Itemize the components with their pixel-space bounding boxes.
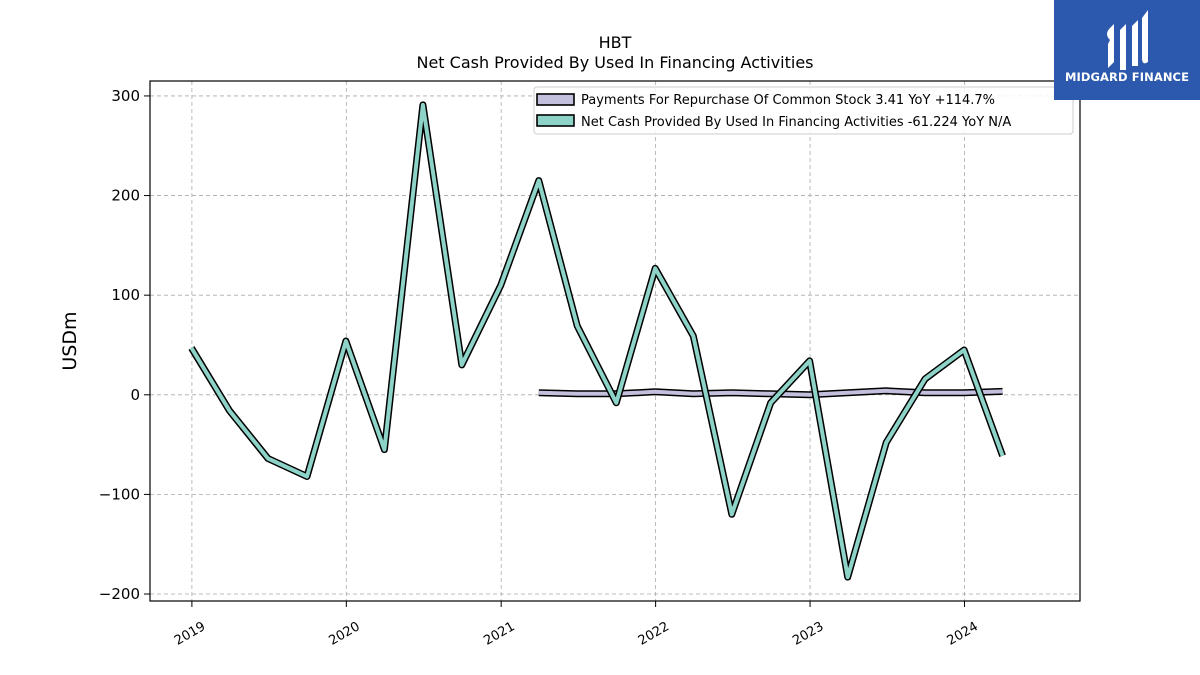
x-tick-label: 2020	[326, 619, 362, 649]
midgard-finance-logo: MIDGARD FINANCE	[1054, 0, 1200, 100]
y-tick-label: −100	[99, 485, 140, 503]
plot-frame	[149, 80, 1081, 602]
y-tick-label: 300	[111, 87, 140, 105]
series-line-financing	[189, 102, 1005, 580]
series-lines	[188, 101, 1006, 581]
x-tick-label: 2022	[636, 619, 672, 649]
y-tick-label: 0	[130, 386, 140, 404]
y-tick-label: 100	[111, 286, 140, 304]
logo-text: MIDGARD FINANCE	[1064, 70, 1190, 84]
y-axis-ticks: 300 200 100 0 −100 −200	[99, 87, 150, 603]
legend-swatch-repurchase	[536, 93, 575, 106]
grid	[150, 81, 1080, 601]
legend-label-repurchase: Payments For Repurchase Of Common Stock …	[581, 93, 995, 108]
legend-label-financing: Net Cash Provided By Used In Financing A…	[581, 115, 1011, 130]
logo-mark-icon	[1107, 10, 1148, 70]
x-tick-label: 2021	[481, 619, 517, 649]
legend-swatch-financing	[536, 114, 575, 127]
x-tick-label: 2024	[945, 619, 981, 649]
legend-box	[533, 86, 1074, 135]
y-axis-label: USDm	[59, 311, 81, 370]
y-tick-label: 200	[111, 187, 140, 205]
x-axis-ticks: 2019 2020 2021 2022 2023 2024	[172, 601, 981, 649]
legend: Payments For Repurchase Of Common Stock …	[533, 86, 1074, 135]
x-tick-label: 2023	[790, 619, 826, 649]
y-tick-label: −200	[99, 585, 140, 603]
chart-title: HBT	[598, 33, 632, 52]
series-outline-financing	[188, 101, 1006, 581]
x-tick-label: 2019	[172, 619, 208, 649]
chart-subtitle: Net Cash Provided By Used In Financing A…	[416, 53, 814, 72]
